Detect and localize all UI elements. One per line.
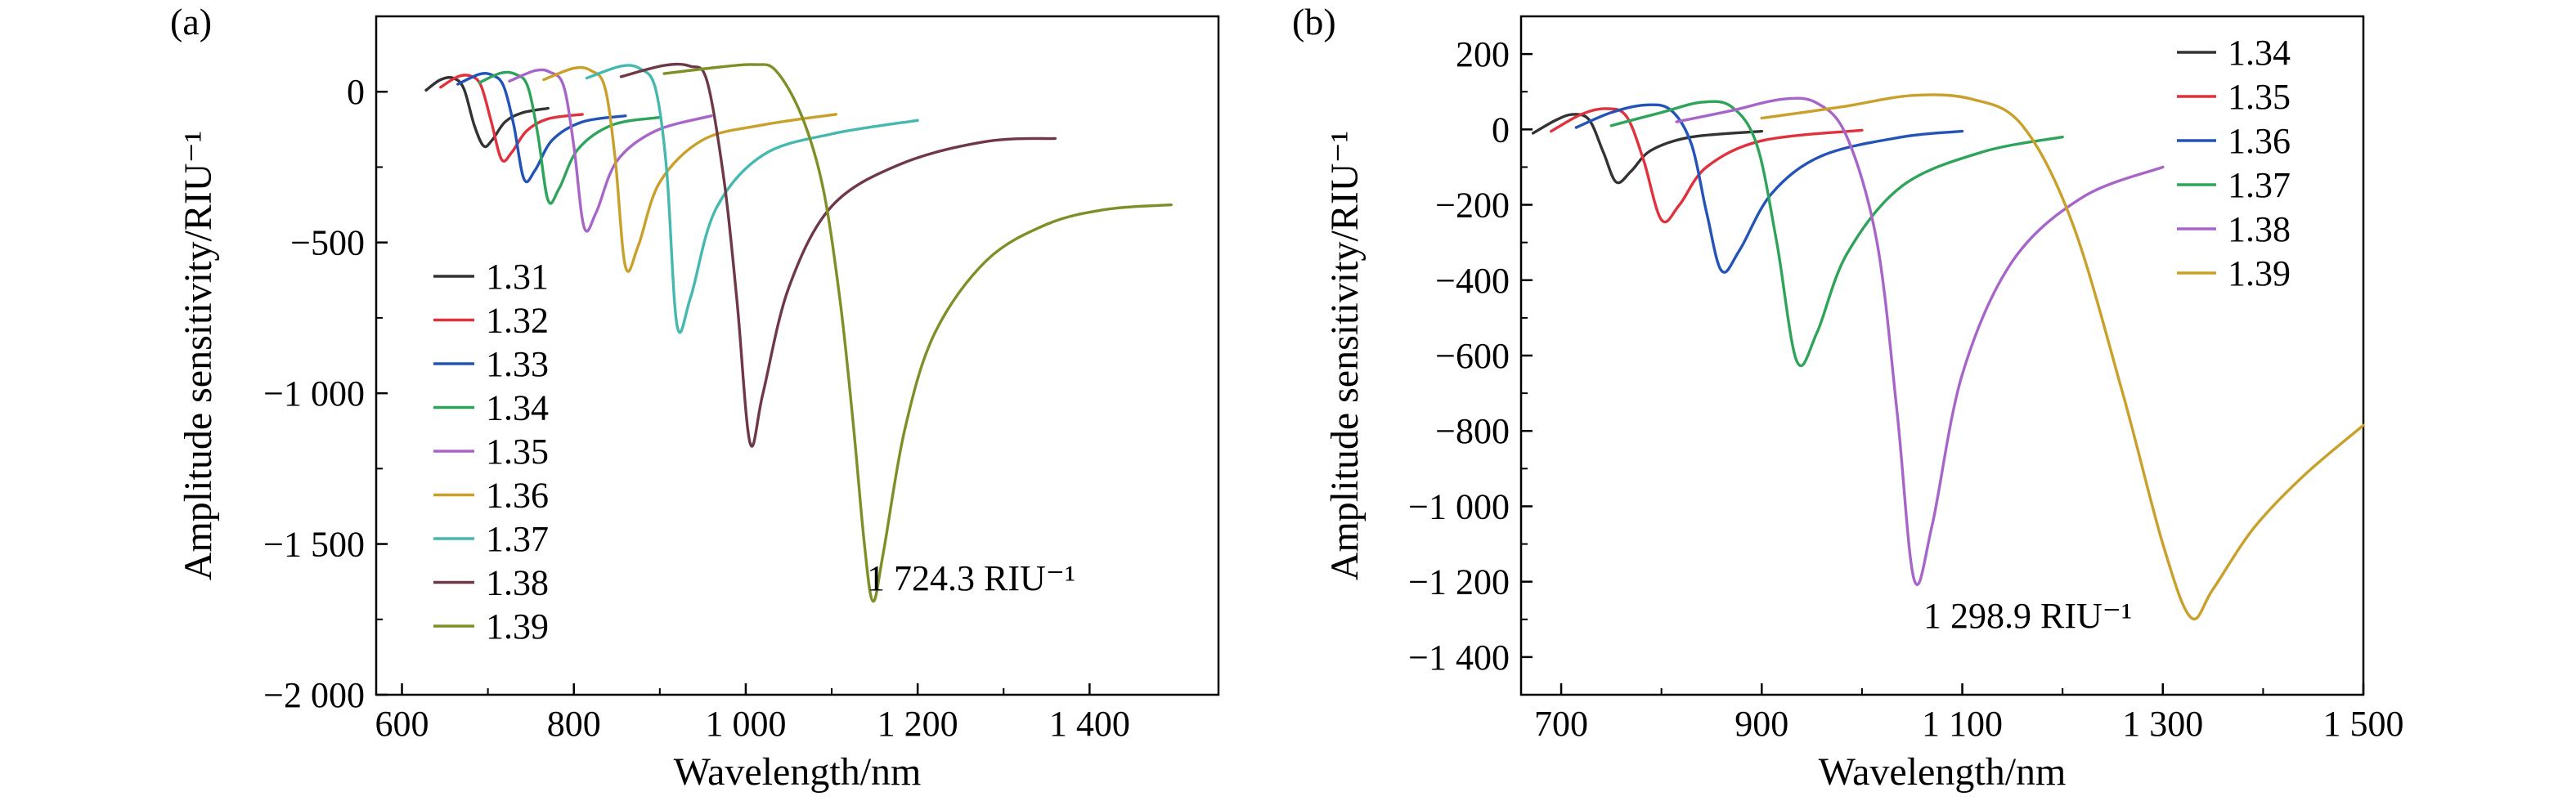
plot-frame-a [375,15,1220,696]
legend-label-a-3: 1.34 [486,388,549,428]
annotation-b: 1 298.9 RIU⁻¹ [1923,596,2132,636]
series-line-a-1_39 [662,63,1173,603]
x-tick-label-b-3: 1 300 [2122,704,2203,744]
legend-label-b-0: 1.34 [2228,33,2291,73]
legend-label-b-2: 1.36 [2228,121,2291,161]
ylabel-b: Amplitude sensitivity/RIU⁻¹ [1323,131,1367,580]
series-line-b-1_39 [1760,93,2365,621]
legend-label-a-1: 1.32 [486,301,549,341]
xlabel-a: Wavelength/nm [674,750,922,794]
legend-label-a-6: 1.37 [486,519,549,559]
y-tick-label-b-4: −600 [1435,336,1510,376]
series-line-a-1_37 [585,64,919,334]
series-line-a-1_34 [478,70,662,205]
series-line-b-1_37 [1609,100,2064,368]
series-line-b-1_38 [1675,96,2165,587]
legend-label-a-8: 1.39 [486,606,549,647]
series-line-a-1_38 [619,62,1057,448]
y-tick-label-b-0: 200 [1456,34,1510,74]
legend-label-a-5: 1.36 [486,476,549,516]
plot-frame-b [1519,15,2365,696]
axis-ticks-b [1521,52,2365,695]
x-tick-label-a-4: 1 400 [1049,704,1130,744]
xlabel-b: Wavelength/nm [1819,750,2067,794]
y-tick-label-a-1: −500 [290,223,365,263]
panel-label-a: (a) [170,1,212,43]
series-line-a-1_31 [424,76,550,149]
series-line-b-1_36 [1574,103,1964,274]
y-tick-label-a-2: −1 000 [263,374,365,414]
tick-labels-b: 700 900 1 100 1 300 1 500 200 0 −200 −400 −600 −80… [1408,34,2403,744]
y-tick-label-b-7: −1 200 [1408,562,1510,602]
panel-label-b: (b) [1292,1,1336,43]
annotation-a: 1 724.3 RIU⁻¹ [867,558,1075,598]
axis-ticks-a [376,90,1091,696]
series-line-a-1_36 [542,65,837,273]
y-tick-label-b-1: 0 [1492,110,1510,150]
ylabel-a: Amplitude sensitivity/RIU⁻¹ [177,131,220,580]
series-line-b-1_35 [1550,107,1864,224]
legend-a: 1.311.321.331.341.351.361.371.381.39 [433,257,549,647]
x-tick-label-b-4: 1 500 [2323,704,2404,744]
x-tick-label-a-0: 600 [375,704,429,744]
panel-a-chart: (a) 600 800 1 000 1 200 1 400 0 −500 −1 000 −1 5… [170,1,1220,794]
legend-label-a-7: 1.38 [486,563,549,603]
y-tick-label-b-5: −800 [1435,411,1510,451]
x-tick-label-b-2: 1 100 [1922,704,2003,744]
legend-label-a-2: 1.33 [486,344,549,384]
x-tick-label-b-0: 700 [1534,704,1588,744]
y-tick-label-b-3: −400 [1435,261,1510,301]
panel-b-chart: (b) 700 900 1 100 1 300 1 500 200 0 −200 −400 −60… [1292,1,2404,794]
series-group-b [1532,93,2365,621]
y-tick-label-a-3: −1 500 [263,525,365,565]
legend-label-b-3: 1.37 [2228,165,2291,205]
series-line-b-1_34 [1532,113,1763,185]
legend-b: 1.341.351.361.371.381.39 [2177,33,2291,293]
y-tick-label-b-8: −1 400 [1408,638,1510,678]
tick-labels-a: 600 800 1 000 1 200 1 400 0 −500 −1 000 −1 500 −2… [263,72,1130,744]
y-tick-label-b-6: −1 000 [1408,486,1510,526]
series-line-a-1_33 [456,72,627,184]
y-tick-label-b-2: −200 [1435,186,1510,226]
legend-label-a-4: 1.35 [486,432,549,472]
series-group-a [424,62,1173,603]
y-tick-label-a-4: −2 000 [263,675,365,715]
legend-label-b-5: 1.39 [2228,253,2291,293]
x-tick-label-a-2: 1 000 [705,704,786,744]
x-tick-label-a-1: 800 [547,704,601,744]
legend-label-a-0: 1.31 [486,257,549,297]
legend-label-b-1: 1.35 [2228,77,2291,117]
y-tick-label-a-0: 0 [347,72,365,112]
series-line-a-1_35 [508,68,713,233]
x-tick-label-a-3: 1 200 [877,704,958,744]
legend-label-b-4: 1.38 [2228,209,2291,249]
x-tick-label-b-1: 900 [1735,704,1788,744]
